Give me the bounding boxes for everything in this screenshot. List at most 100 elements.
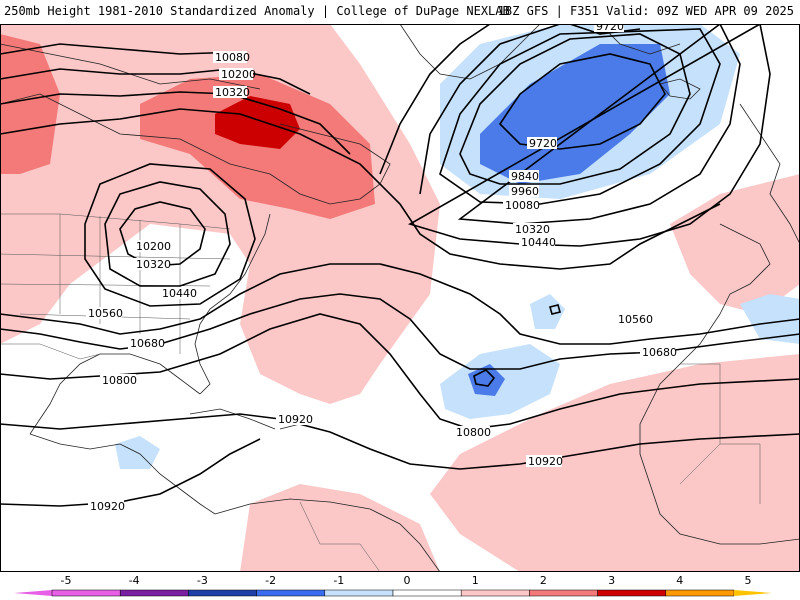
contour-atlantic-tiny	[549, 304, 561, 315]
contour-label: 10320	[134, 258, 171, 271]
colorbar-segment	[324, 589, 394, 597]
svg-text:10200: 10200	[136, 240, 171, 253]
contour-label: 10800	[100, 374, 137, 387]
svg-text:10800: 10800	[456, 426, 491, 439]
coastline-us-east	[194, 213, 271, 395]
contour-label: 10680	[640, 346, 677, 359]
coastline-south-america	[214, 498, 441, 572]
colorbar-tick-label: -2	[265, 574, 277, 587]
contour-label: 10920	[526, 455, 563, 468]
contour-10920-caribbean	[0, 413, 800, 470]
contour-label: 10920	[276, 413, 313, 426]
svg-text:10320: 10320	[136, 258, 171, 271]
contour-label: 10800	[454, 426, 491, 439]
contour-label: 9840	[509, 170, 539, 183]
coastline-greenland	[399, 24, 541, 80]
height-contours	[0, 24, 800, 507]
colorbar-tick-label: 5	[744, 574, 752, 587]
negative-anomaly-atlantic-small	[530, 294, 565, 329]
svg-text:10440: 10440	[162, 287, 197, 300]
colorbar-tick-label: -4	[128, 574, 140, 587]
colorbar-segment	[597, 589, 667, 597]
us-mexico-border	[0, 343, 101, 360]
contour-label: 9960	[509, 185, 539, 198]
svg-text:10320: 10320	[515, 223, 550, 236]
colorbar-segment	[529, 589, 598, 597]
boundaries	[0, 213, 761, 572]
contour-10680	[0, 293, 800, 370]
model-valid-time: 18Z GFS | F351 Valid: 09Z WED APR 09 202…	[497, 4, 794, 18]
contour-10440-big	[0, 108, 721, 270]
svg-text:10680: 10680	[130, 337, 165, 350]
svg-text:10560: 10560	[88, 307, 123, 320]
anomaly-shading	[0, 24, 800, 572]
contour-label: 10680	[128, 337, 165, 350]
contour-label: 10080	[503, 199, 540, 212]
svg-text:9960: 9960	[511, 185, 539, 198]
colorbar-tick-label: 4	[676, 574, 684, 587]
positive-anomaly-southwest	[240, 484, 440, 572]
colorbar-tick-label: -3	[196, 574, 208, 587]
coastline-europe	[739, 103, 800, 245]
colorbar-tick-label: -5	[60, 574, 72, 587]
us-canada-border	[0, 213, 231, 230]
colorbar-tick-label: 2	[539, 574, 547, 587]
negative-anomaly-atlantic-core	[468, 364, 505, 396]
contour-label: 10200	[219, 68, 256, 81]
contour-9840	[459, 33, 691, 185]
map-title: 250mb Height 1981-2010 Standardized Anom…	[4, 4, 510, 18]
south-america-borders	[299, 501, 381, 572]
coastline-gulf	[29, 353, 201, 435]
positive-anomaly-left-edge-1	[0, 34, 60, 174]
svg-text:9840: 9840	[511, 170, 539, 183]
colorbar-segment	[665, 589, 735, 597]
svg-text:10680: 10680	[642, 346, 677, 359]
svg-text:10800: 10800	[102, 374, 137, 387]
positive-anomaly-africa	[430, 354, 800, 572]
contour-label: 10320	[513, 223, 550, 236]
contour-label: 9720	[527, 137, 557, 150]
coastline-mexico-central-america	[29, 433, 216, 515]
colorbar: -5 -4 -3 -2 -1 0 1 2 3 4 5	[0, 572, 800, 600]
contour-atlantic-small-low	[473, 369, 496, 387]
colorbar-tick-label: 0	[403, 574, 411, 587]
svg-text:10560: 10560	[618, 313, 653, 326]
svg-text:9720: 9720	[596, 24, 624, 33]
contour-low-10440	[84, 163, 256, 307]
negative-anomaly-east-edge	[740, 294, 800, 344]
svg-text:10320: 10320	[215, 86, 250, 99]
svg-text:10920: 10920	[278, 413, 313, 426]
coastline-iceland	[659, 78, 701, 100]
contour-10800	[0, 313, 800, 430]
svg-text:10080: 10080	[505, 199, 540, 212]
us-state-lines-1	[59, 214, 181, 354]
contour-10080-greenland	[419, 24, 741, 225]
contour-labels: 10080 10200 10320 9720 9720 9840 9960 10…	[86, 24, 677, 513]
colorbar-segments	[14, 589, 772, 597]
svg-text:10440: 10440	[521, 236, 556, 249]
colorbar-segment	[460, 589, 530, 597]
contour-10320-north	[0, 91, 351, 155]
coastline-iberia	[719, 223, 771, 315]
coastline-greenland-east	[599, 24, 681, 55]
contour-label: 9720	[594, 24, 624, 33]
contour-9720-top	[569, 24, 641, 35]
colorbar-tick-label: -1	[333, 574, 345, 587]
colorbar-tick-label: 3	[608, 574, 616, 587]
africa-borders	[679, 363, 761, 504]
contour-10080-north	[0, 43, 241, 55]
colorbar-arrow-right	[734, 590, 772, 596]
colorbar-arrow-left	[14, 590, 52, 596]
map-svg[interactable]: 10080 10200 10320 9720 9720 9840 9960 10…	[0, 24, 800, 572]
colorbar-tick-label: 1	[471, 574, 479, 587]
svg-text:10200: 10200	[221, 68, 256, 81]
svg-text:10080: 10080	[215, 51, 250, 64]
contour-10320-greenland	[379, 24, 771, 247]
contour-label: 10080	[213, 51, 250, 64]
map-panel[interactable]: 10080 10200 10320 9720 9720 9840 9960 10…	[0, 24, 800, 572]
header-bar: 250mb Height 1981-2010 Standardized Anom…	[0, 0, 800, 24]
contour-label: 10440	[160, 287, 197, 300]
colorbar-segment	[392, 589, 462, 597]
contour-label: 10920	[88, 500, 125, 513]
colorbar-segment	[51, 589, 121, 597]
